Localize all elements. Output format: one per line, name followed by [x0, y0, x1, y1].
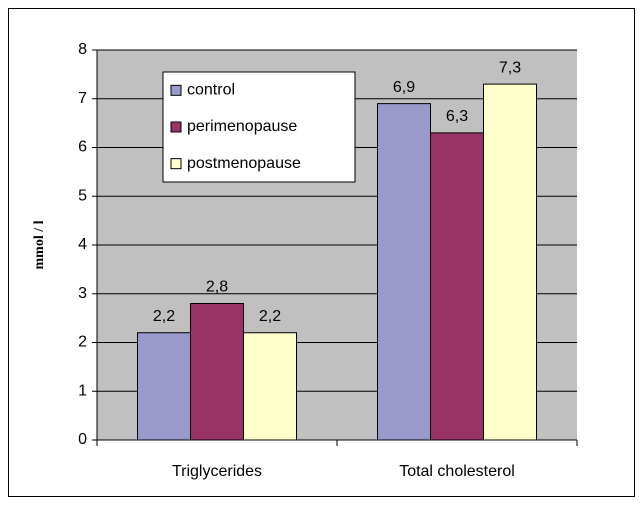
y-tick-label: 2	[78, 334, 87, 351]
y-tick-label: 1	[78, 382, 87, 399]
y-tick-label: 6	[78, 139, 87, 156]
y-axis-label: mmol / l	[32, 220, 47, 269]
y-tick-label: 5	[78, 187, 87, 204]
data-label: 6,9	[393, 79, 415, 96]
legend-swatch	[170, 158, 182, 170]
legend-swatch	[170, 121, 182, 133]
y-tick-label: 7	[78, 90, 87, 107]
bar	[190, 303, 244, 441]
legend-label: postmenopause	[187, 155, 301, 172]
data-label: 2,2	[259, 308, 281, 325]
bar	[243, 332, 297, 441]
legend-label: control	[187, 82, 235, 99]
bar	[377, 103, 431, 441]
x-tick-label: Triglycerides	[172, 463, 262, 480]
data-label: 2,2	[153, 308, 175, 325]
bar	[430, 132, 484, 441]
data-label: 2,8	[206, 279, 228, 296]
bar	[483, 83, 537, 441]
data-label: 6,3	[446, 108, 468, 125]
data-label: 7,3	[499, 59, 521, 76]
y-tick-label: 8	[78, 41, 87, 58]
y-tick-label: 3	[78, 285, 87, 302]
bar	[137, 332, 191, 441]
x-tick-label: Total cholesterol	[399, 463, 515, 480]
legend-box	[162, 71, 356, 183]
y-tick-label: 0	[78, 431, 87, 448]
y-tick-label: 4	[78, 236, 87, 253]
legend-label: perimenopause	[187, 118, 297, 135]
legend-swatch	[170, 84, 182, 96]
